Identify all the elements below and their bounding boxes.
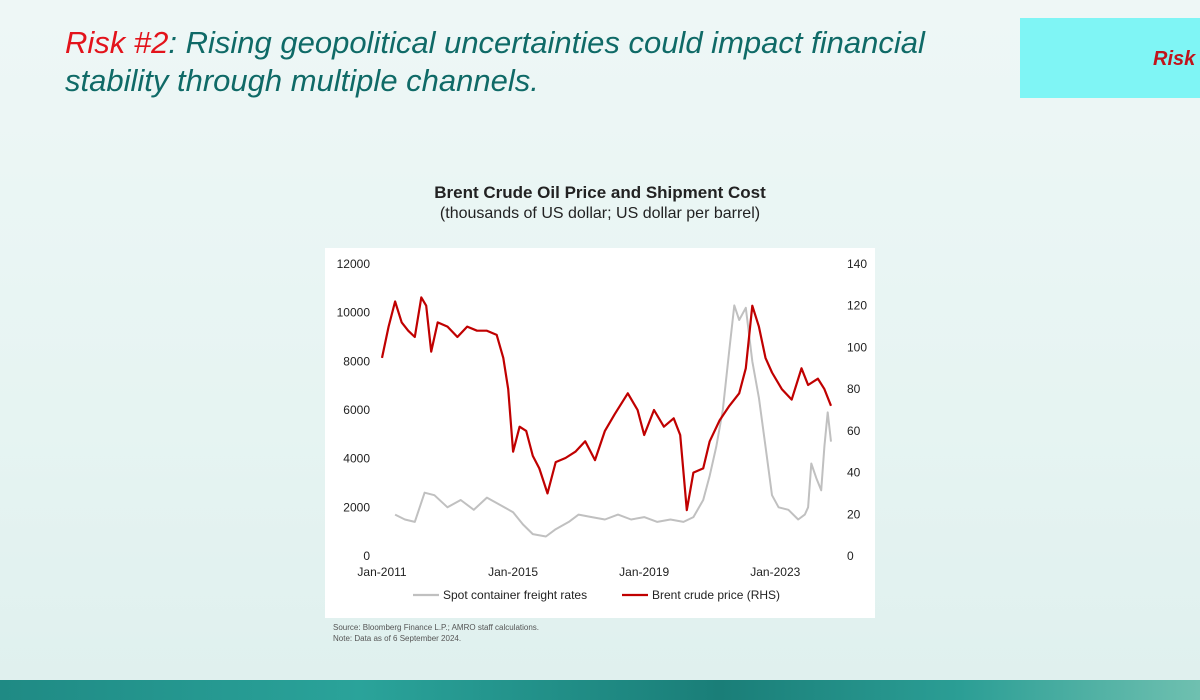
y-right-tick-label: 20 [847,507,861,521]
chart-svg: 0 2000 4000 6000 8000 10000 12000 0 20 40 60 80 100 1… [337,257,868,602]
legend-label: Brent crude price (RHS) [652,588,780,602]
y-right-tick-label: 60 [847,424,861,438]
source-note: Source: Bloomberg Finance L.P.; AMRO sta… [333,623,540,632]
y-right-tick-label: 140 [847,257,867,271]
y-left-tick-label: 0 [363,549,370,563]
y-left-tick-label: 12000 [337,257,371,271]
freight-rates-line [394,304,832,538]
y-right-tick-label: 40 [847,466,861,480]
side-tab[interactable]: Risk [1020,18,1200,98]
slide-title: Risk #2: Rising geopolitical uncertainti… [65,24,965,100]
y-left-tick-label: 4000 [343,452,370,466]
brent-crude-line [380,296,833,512]
chart-panel: 0 2000 4000 6000 8000 10000 12000 0 20 40 60 80 100 1… [325,248,875,618]
legend-label: Spot container freight rates [443,588,587,602]
y-right-tick-label: 120 [847,299,867,313]
y-left-tick-label: 2000 [343,500,370,514]
data-note: Note: Data as of 6 September 2024. [333,634,462,643]
y-left-tick-label: 6000 [343,403,370,417]
slide-title-risk-number: Risk #2 [65,25,169,60]
x-tick-label: Jan-2011 [357,565,406,579]
slide-title-text: : Rising geopolitical uncertainties coul… [65,25,925,98]
y-left-tick-label: 10000 [337,306,371,320]
x-tick-label: Jan-2015 [488,565,538,579]
side-tab-label: Risk [1153,48,1196,70]
y-right-tick-label: 80 [847,382,861,396]
y-right-tick-label: 100 [847,340,867,354]
x-tick-label: Jan-2019 [619,565,669,579]
footer-band [0,680,1200,700]
x-tick-label: Jan-2023 [750,565,800,579]
chart-subtitle: (thousands of US dollar; US dollar per b… [439,205,761,222]
y-left-tick-label: 8000 [343,354,370,368]
chart-title: Brent Crude Oil Price and Shipment Cost [434,183,766,202]
y-right-tick-label: 0 [847,549,854,563]
